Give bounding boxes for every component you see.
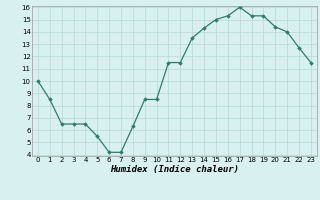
X-axis label: Humidex (Indice chaleur): Humidex (Indice chaleur) — [110, 165, 239, 174]
